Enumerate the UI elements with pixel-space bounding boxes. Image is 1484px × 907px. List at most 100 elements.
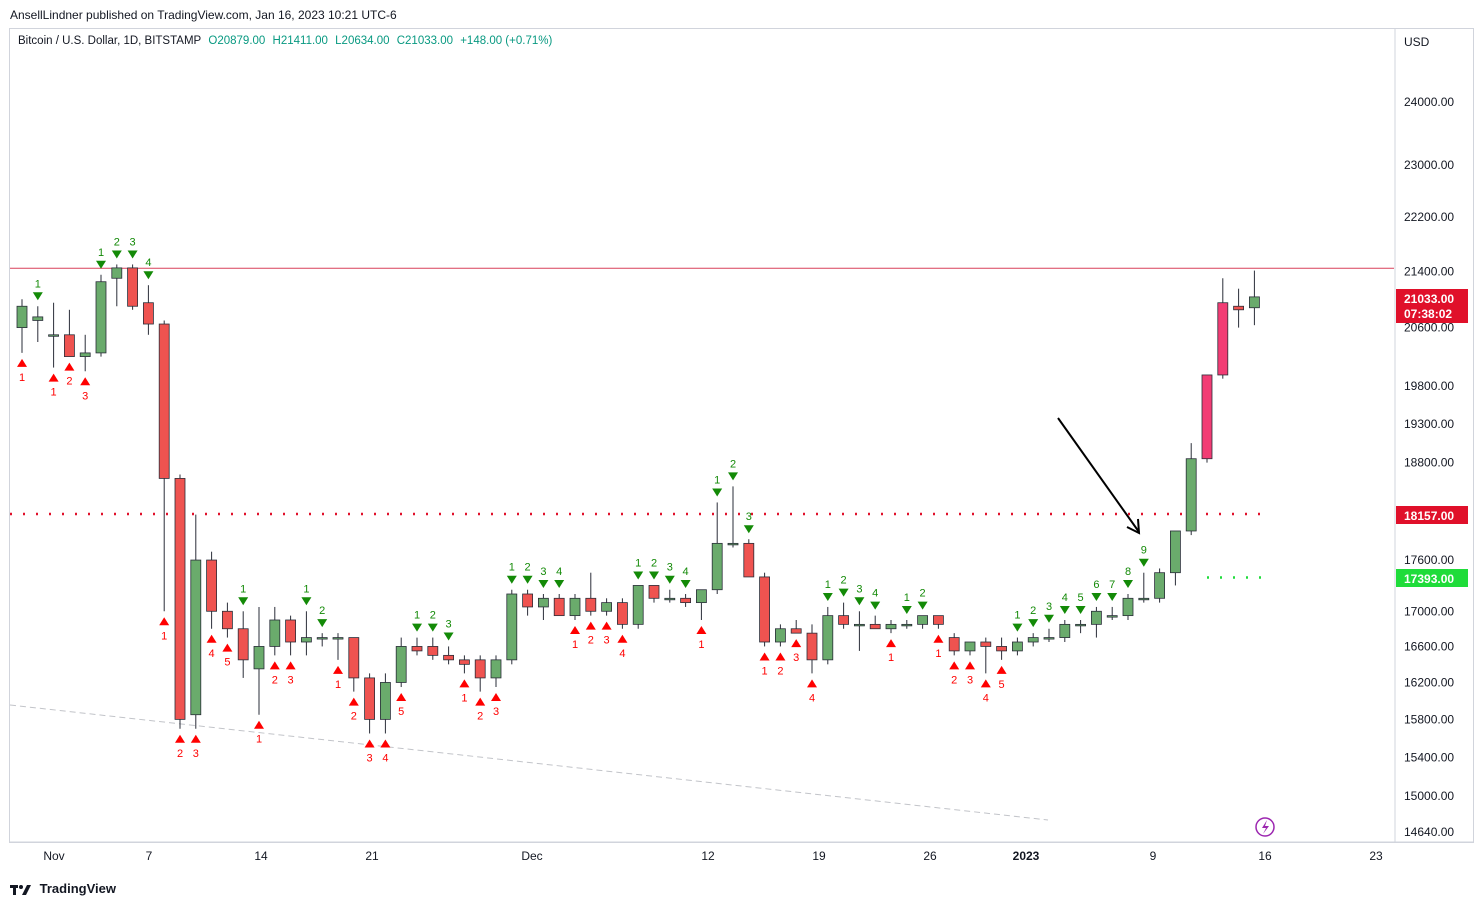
svg-text:1: 1 xyxy=(19,372,25,384)
candle xyxy=(538,594,549,620)
candle xyxy=(395,637,407,688)
price-tick-label: 19300.00 xyxy=(1404,417,1454,431)
svg-text:5: 5 xyxy=(224,657,230,669)
svg-text:4: 4 xyxy=(619,648,625,660)
sell-signal-marker: 3 xyxy=(664,562,675,584)
candle xyxy=(1233,288,1244,328)
candle xyxy=(506,589,518,665)
candle xyxy=(933,615,944,629)
sell-signal-marker: 3 xyxy=(1044,601,1054,623)
svg-text:3: 3 xyxy=(746,511,752,523)
buy-signal-marker: 2 xyxy=(269,661,280,686)
buy-signal-marker: 1 xyxy=(159,617,170,642)
svg-text:3: 3 xyxy=(288,674,294,686)
svg-text:2: 2 xyxy=(177,748,183,760)
sell-signal-marker: 1 xyxy=(412,610,422,632)
candle xyxy=(553,594,565,617)
sell-signal-marker: 1 xyxy=(301,583,312,606)
svg-text:2: 2 xyxy=(351,711,357,723)
publisher-line: AnsellLindner published on TradingView.c… xyxy=(10,8,397,22)
sell-signal-marker: 2 xyxy=(522,562,533,584)
buy-signal-marker: 4 xyxy=(617,634,628,660)
candle xyxy=(411,637,423,656)
candle xyxy=(1217,278,1229,379)
buy-signal-marker: 3 xyxy=(364,739,375,764)
candle xyxy=(458,655,470,674)
time-tick-label: 14 xyxy=(254,849,268,863)
price-tick-label: 14640.00 xyxy=(1404,825,1454,839)
candle xyxy=(964,641,976,656)
buy-signal-marker: 1 xyxy=(254,720,264,746)
time-axis[interactable]: Nov 7 14 21 Dec 12 19 26 2023 9 16 23 xyxy=(43,849,1383,863)
svg-text:3: 3 xyxy=(367,752,373,764)
sell-signal-marker: 2 xyxy=(111,236,122,259)
svg-text:18157.00: 18157.00 xyxy=(1404,509,1454,523)
svg-text:1: 1 xyxy=(714,474,720,486)
buy-signal-marker: 2 xyxy=(949,661,960,686)
svg-text:3: 3 xyxy=(82,390,88,402)
sell-signal-marker: 1 xyxy=(633,557,644,580)
trendline[interactable] xyxy=(9,704,1049,821)
time-tick-label: 16 xyxy=(1258,849,1272,863)
time-tick-label: 21 xyxy=(365,849,379,863)
candle xyxy=(585,572,597,616)
candle xyxy=(759,572,770,647)
price-tick-label: 16600.00 xyxy=(1404,639,1454,653)
svg-text:1: 1 xyxy=(256,734,262,746)
svg-text:1: 1 xyxy=(51,387,57,399)
svg-text:1: 1 xyxy=(509,562,515,574)
svg-text:6: 6 xyxy=(1093,579,1099,591)
brand-footer[interactable]: TradingView xyxy=(10,881,116,897)
candle xyxy=(996,637,1007,660)
svg-text:3: 3 xyxy=(193,748,199,760)
candle xyxy=(1075,619,1086,634)
annotation-arrow[interactable] xyxy=(1057,417,1141,535)
candle xyxy=(948,633,960,656)
candle xyxy=(379,673,391,734)
candle xyxy=(490,655,502,688)
price-tick-label: 15800.00 xyxy=(1404,712,1454,726)
buy-signal-marker: 1 xyxy=(696,625,707,651)
time-tick-label: Nov xyxy=(43,849,64,863)
price-tick-label: 19800.00 xyxy=(1404,379,1454,393)
buy-signal-marker: 2 xyxy=(175,734,185,760)
sell-signal-marker: 8 xyxy=(1123,566,1133,589)
sell-signal-marker: 2 xyxy=(1028,605,1039,628)
svg-text:2: 2 xyxy=(920,588,926,600)
candle xyxy=(569,594,581,620)
svg-text:1: 1 xyxy=(935,648,941,660)
price-tick-label: 22200.00 xyxy=(1404,210,1454,224)
candle xyxy=(1170,530,1181,586)
svg-text:2: 2 xyxy=(272,674,278,686)
price-tick-label: 21400.00 xyxy=(1404,264,1454,278)
candle xyxy=(364,673,376,734)
svg-text:2: 2 xyxy=(477,711,483,723)
candle xyxy=(474,655,486,692)
buy-signal-marker: 4 xyxy=(807,679,817,704)
svg-text:1: 1 xyxy=(335,679,341,691)
svg-text:3: 3 xyxy=(1046,601,1052,613)
price-axis[interactable]: 24000.00 23000.00 22200.00 21400.00 20600.00… xyxy=(1404,95,1454,839)
svg-text:4: 4 xyxy=(209,648,215,660)
price-tick-label: 16200.00 xyxy=(1404,675,1454,689)
candle xyxy=(1249,270,1260,326)
svg-text:2: 2 xyxy=(1030,605,1036,617)
price-tick-label: 20600.00 xyxy=(1404,321,1454,335)
time-tick-label: 7 xyxy=(146,849,153,863)
sell-signal-marker: 4 xyxy=(143,257,154,280)
sell-signal-marker: 3 xyxy=(854,583,865,606)
sell-signal-marker: 1 xyxy=(901,592,912,614)
buy-signal-marker: 3 xyxy=(285,661,296,686)
svg-text:4: 4 xyxy=(556,566,562,578)
candle xyxy=(174,474,186,729)
svg-text:2: 2 xyxy=(114,236,120,248)
sell-signal-marker: 2 xyxy=(838,575,849,597)
buy-signal-marker: 1 xyxy=(933,634,944,660)
symbol-legend: Bitcoin / U.S. Dollar, 1D, BITSTAMP O208… xyxy=(18,35,556,47)
candle xyxy=(142,285,154,335)
replay-icon[interactable] xyxy=(1255,817,1275,837)
candle xyxy=(617,598,628,629)
candle xyxy=(16,299,28,353)
